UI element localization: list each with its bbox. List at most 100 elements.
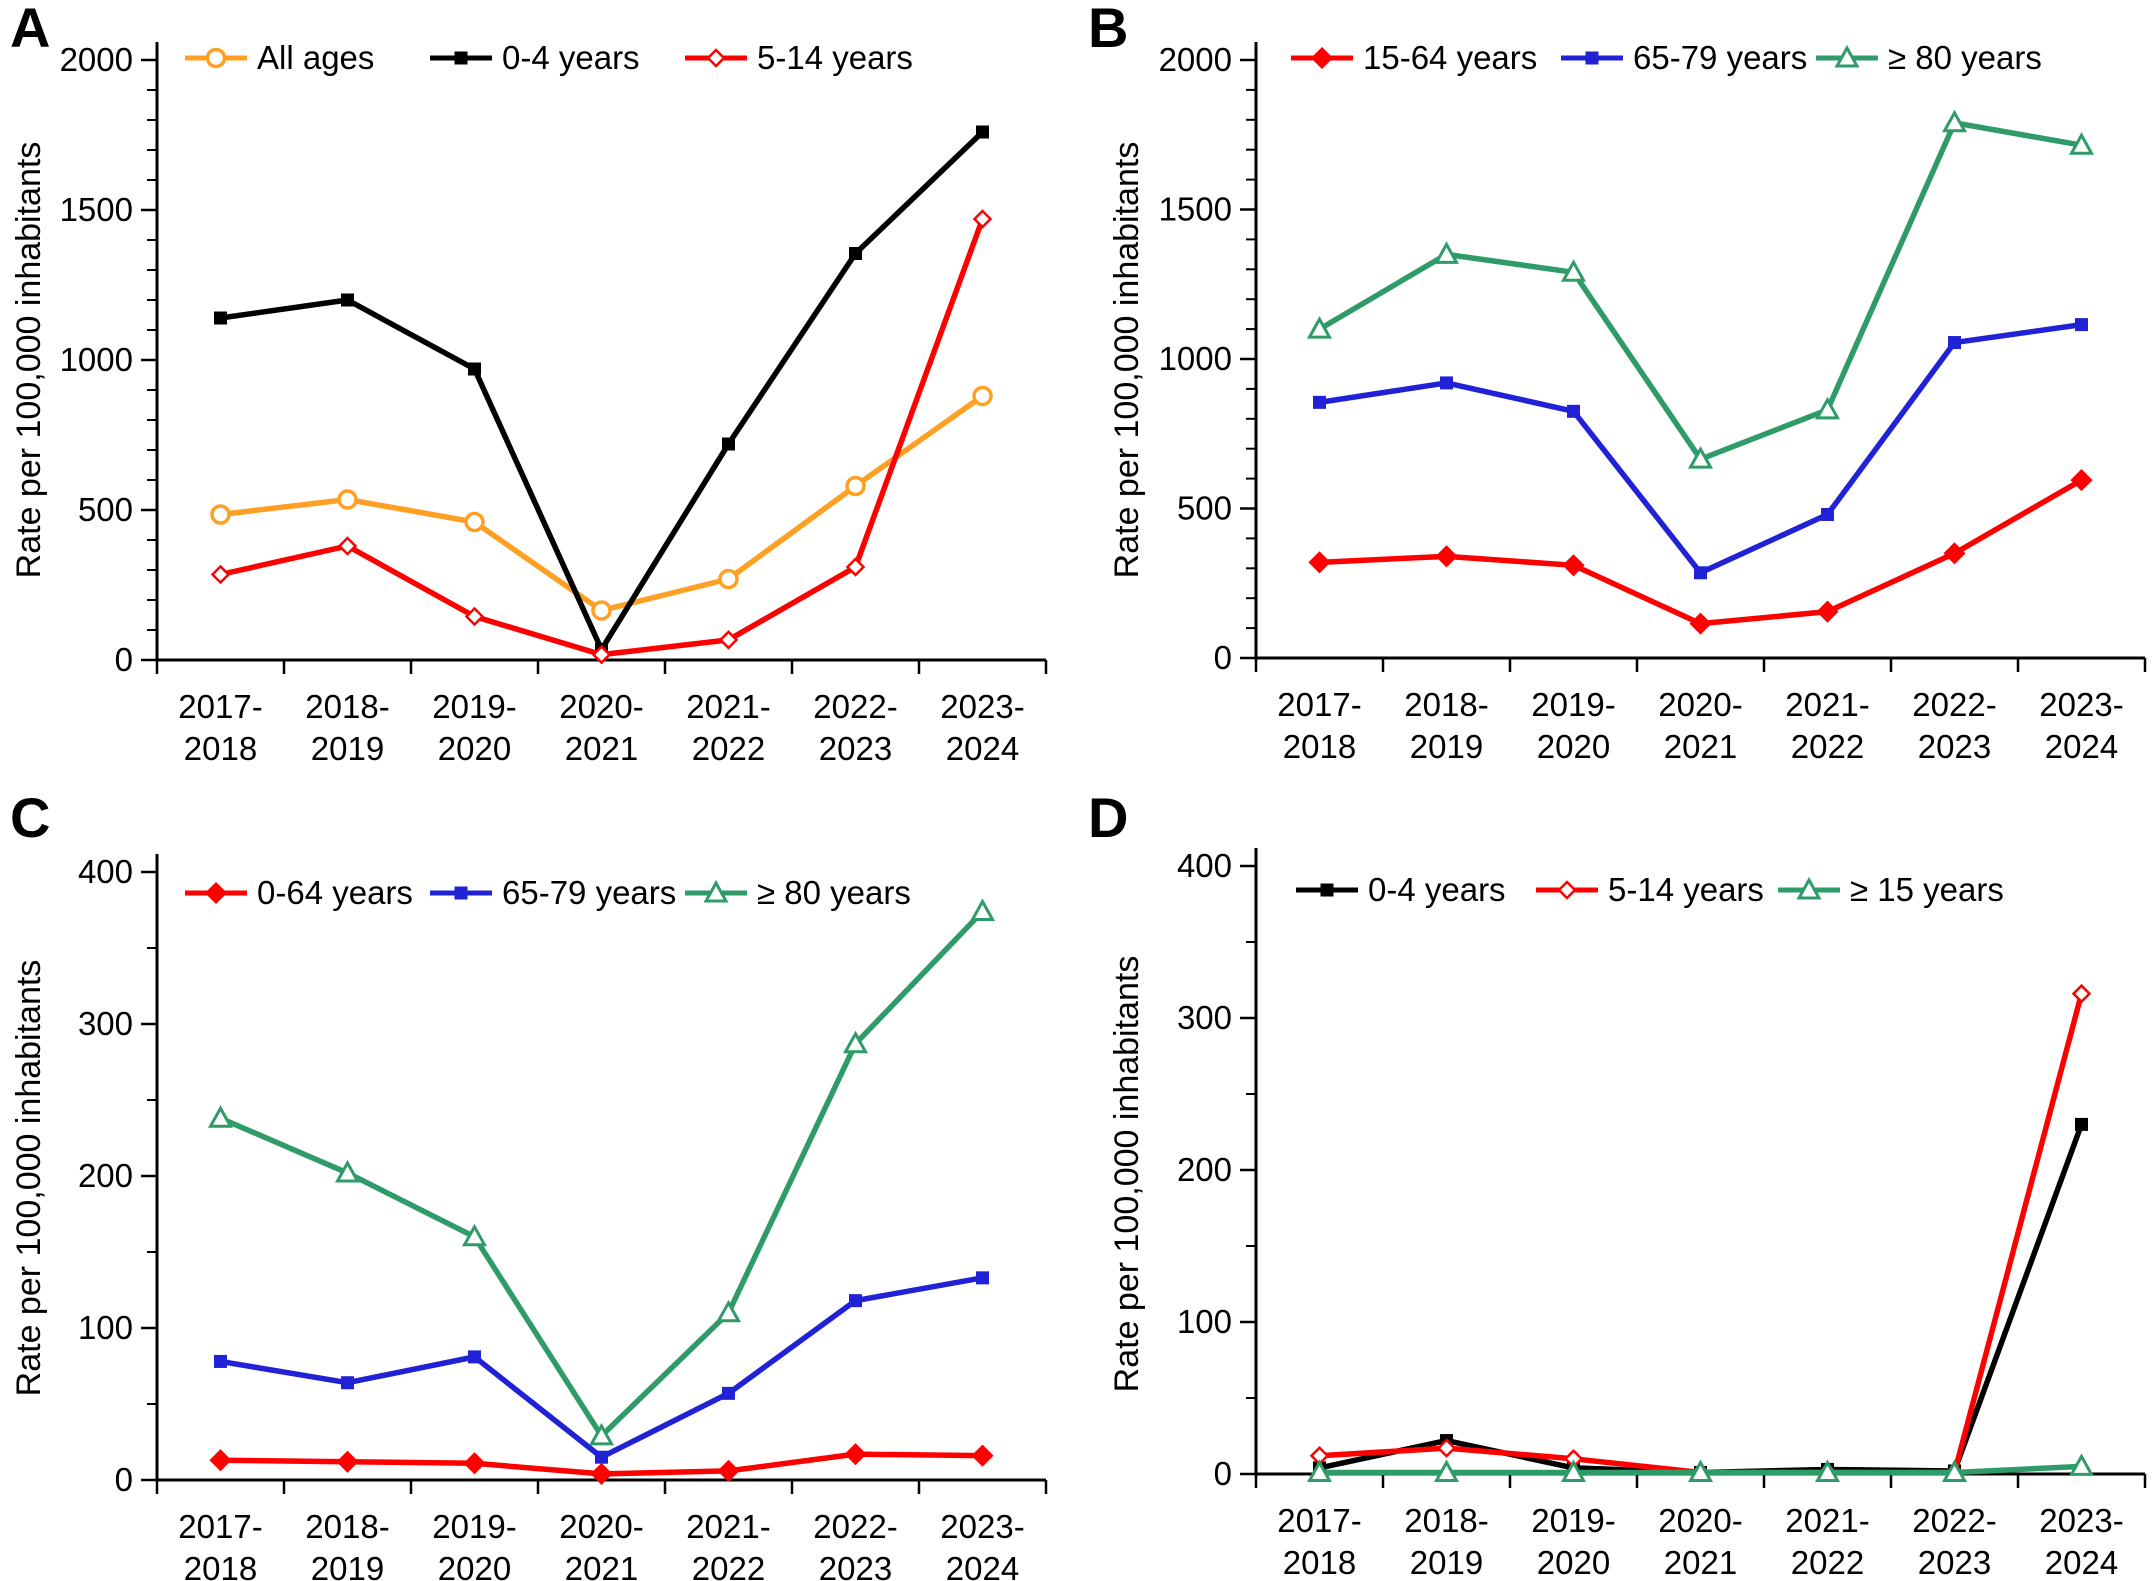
y-tick-label: 1000	[60, 341, 133, 378]
marker-square-filled	[214, 311, 227, 325]
panel-c-letter: C	[10, 786, 51, 849]
marker-triangle-open	[715, 1299, 742, 1323]
x-category-label: 2020-	[1658, 1502, 1742, 1539]
x-category-label: 2020	[1537, 1544, 1610, 1581]
x-category-label: 2024	[2045, 1544, 2118, 1581]
marker-square-filled	[1440, 376, 1453, 390]
marker-triangle-open	[1687, 1459, 1714, 1482]
marker-square-filled	[1313, 395, 1326, 409]
y-tick-label: 300	[1177, 999, 1232, 1036]
marker-circle-open	[205, 47, 227, 69]
marker-square-filled	[341, 1376, 354, 1390]
marker-triangle-open	[1306, 1459, 1333, 1482]
x-category-label: 2022-	[1912, 1502, 1996, 1539]
x-category-label: 2020	[1537, 728, 1610, 765]
marker-triangle-open	[1796, 876, 1822, 900]
x-category-label: 2020-	[559, 1508, 643, 1545]
series-line	[217, 216, 986, 658]
panel-b: 0 500 1000 1500 2000 2017- 2018 2018- 2019 2019- 2…	[1078, 0, 2155, 791]
panel-b-chart: 0 500 1000 1500 2000 2017- 2018 2018- 2019 2019- 2…	[1078, 0, 2155, 791]
x-category-label: 2023	[819, 730, 892, 767]
marker-square-filled	[214, 1354, 227, 1368]
marker-triangle-open	[461, 1223, 488, 1247]
marker-square-filled	[722, 437, 735, 451]
x-category-label: 2023-	[2039, 686, 2123, 723]
marker-diamond-filled	[209, 1449, 232, 1472]
marker-diamond-filled	[717, 1459, 740, 1482]
panel-a: 0 500 1000 1500 2000 2017- 2018 2018- 2019 2019- 2…	[0, 0, 1077, 791]
marker-triangle-open	[2068, 132, 2095, 155]
x-category-label: 2018-	[1404, 686, 1488, 723]
marker-square-filled	[468, 1350, 481, 1364]
y-tick-label: 0	[1214, 639, 1232, 676]
legend-label: 15-64 years	[1363, 39, 1537, 76]
panel-c: 0 100 200 300 400 2017- 2018 2018- 2019 2019- 2020…	[0, 790, 1077, 1581]
x-category-label: 2020-	[1658, 686, 1742, 723]
x-category-label: 2018	[184, 730, 257, 767]
x-category-label: 2019-	[432, 688, 516, 725]
marker-circle-open	[210, 504, 231, 525]
marker-diamond-filled	[844, 1443, 867, 1466]
marker-square-filled	[2075, 318, 2088, 332]
marker-circle-open	[337, 489, 358, 510]
x-category-label: 2020	[438, 730, 511, 767]
x-category-label: 2024	[946, 1550, 1019, 1581]
marker-diamond-open	[464, 606, 485, 627]
x-category-label: 2018-	[1404, 1502, 1488, 1539]
y-tick-label: 200	[78, 1157, 133, 1194]
chart-svg: 0 500 1000 1500 2000 2017- 2018 2018- 2019 2019- 2…	[10, 39, 1048, 767]
legend-label: 0-64 years	[257, 874, 413, 911]
marker-square-filled	[2075, 1117, 2088, 1131]
x-category-label: 2021	[565, 1550, 638, 1581]
marker-square-filled	[976, 1271, 989, 1285]
marker-square-filled	[1567, 404, 1580, 418]
legend-label: 65-79 years	[1633, 39, 1807, 76]
marker-triangle-open	[334, 1159, 361, 1183]
marker-diamond-open	[718, 630, 739, 650]
marker-circle-open	[464, 511, 485, 533]
marker-diamond-open	[1436, 1438, 1457, 1458]
x-category-label: 2019	[311, 730, 384, 767]
marker-circle-open	[591, 600, 612, 621]
y-tick-label: 500	[78, 491, 133, 528]
marker-triangle-open	[1433, 1459, 1460, 1482]
x-category-label: 2018-	[305, 688, 389, 725]
marker-triangle-open	[1687, 446, 1714, 469]
legend-label: ≥ 80 years	[757, 874, 911, 911]
x-category-label: 2019	[1410, 728, 1483, 765]
series-line	[1316, 477, 2085, 627]
panel-d-letter: D	[1088, 786, 1129, 849]
marker-circle-open	[845, 475, 866, 497]
x-category-label: 2023	[1918, 1544, 1991, 1581]
y-tick-label: 400	[1177, 847, 1232, 884]
legend-label: 0-4 years	[1368, 871, 1506, 908]
marker-diamond-filled	[971, 1444, 994, 1467]
x-category-label: 2022-	[813, 1508, 897, 1545]
marker-square-filled	[341, 293, 354, 307]
y-tick-label: 500	[1177, 490, 1232, 527]
series-line	[217, 908, 986, 1439]
series-line	[217, 129, 986, 653]
marker-triangle-open	[1433, 241, 1460, 264]
marker-circle-open	[718, 568, 739, 590]
y-tick-label: 0	[115, 641, 133, 678]
x-category-label: 2021-	[1785, 1502, 1869, 1539]
marker-diamond-open	[972, 209, 993, 229]
y-axis-title: Rate per 100,000 inhabitants	[10, 142, 48, 579]
marker-square-filled	[722, 1386, 735, 1400]
marker-triangle-open	[1814, 1459, 1841, 1482]
marker-triangle-open	[1560, 1459, 1587, 1482]
marker-diamond-filled	[2070, 469, 2093, 492]
marker-triangle-open	[588, 1422, 615, 1446]
panel-a-chart: 0 500 1000 1500 2000 2017- 2018 2018- 2019 2019- 2…	[0, 0, 1077, 791]
x-category-label: 2019-	[1531, 686, 1615, 723]
x-category-label: 2019-	[432, 1508, 516, 1545]
x-category-label: 2020	[438, 1550, 511, 1581]
marker-diamond-filled	[1435, 545, 1458, 568]
x-category-label: 2022-	[1912, 686, 1996, 723]
marker-diamond-filled	[1308, 551, 1331, 574]
x-category-label: 2017-	[1277, 686, 1361, 723]
legend-label: 65-79 years	[502, 874, 676, 911]
marker-diamond-filled	[336, 1450, 359, 1473]
marker-circle-open	[972, 385, 993, 407]
